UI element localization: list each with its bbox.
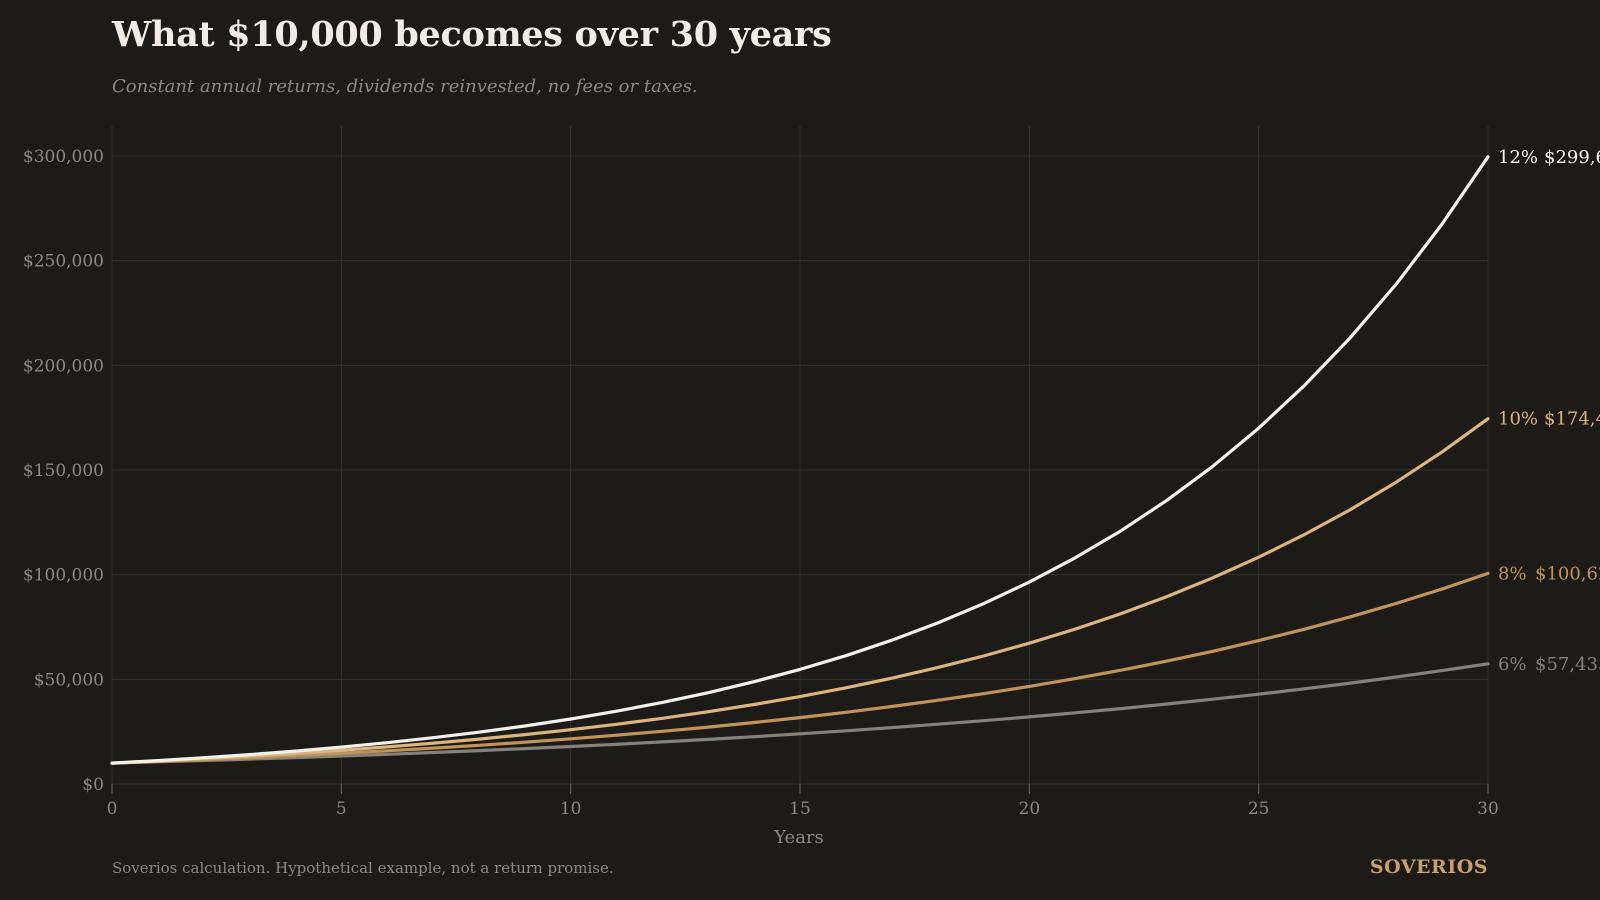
brand-logo: SOVERIOS [1369, 856, 1488, 878]
x-tick-label: 10 [560, 799, 582, 819]
series-end-value-label: $57,435 [1535, 654, 1600, 675]
y-tick-label: $100,000 [23, 566, 104, 586]
series-rate-label: 6% [1498, 654, 1527, 675]
y-tick-label: $250,000 [23, 252, 104, 272]
y-tick-label: $0 [82, 775, 104, 795]
end-label-8pct: 8% $100,627 [1498, 563, 1600, 584]
x-tick-label: 20 [1019, 799, 1041, 819]
y-tick-label: $150,000 [23, 461, 104, 481]
series-end-value-label: $100,627 [1535, 563, 1600, 584]
series-rate-label: 8% [1498, 563, 1527, 584]
end-label-10pct: 10% $174,494 [1498, 409, 1600, 430]
chart-title: What $10,000 becomes over 30 years [112, 14, 832, 55]
series-line-12pct [110, 155, 1490, 765]
grid-lines [111, 126, 1489, 785]
end-label-6pct: 6% $57,435 [1498, 654, 1600, 675]
x-tick-label: 15 [789, 799, 811, 819]
y-tick-label: $300,000 [23, 147, 104, 167]
end-label-12pct: 12% $299,600 [1498, 147, 1600, 168]
y-tick-label: $50,000 [34, 670, 104, 690]
series-end-labels: 6% $57,435 8% $100,627 10% $174,494 12% $299,60… [1498, 147, 1600, 675]
series-line-10pct [110, 417, 1490, 765]
chart-subtitle: Constant annual returns, dividends reinv… [112, 76, 698, 97]
series-line-6pct [110, 662, 1490, 765]
y-axis-ticks: $0 $50,000 $100,000 $150,000 $200,000 $250,00… [23, 147, 104, 795]
x-tick-label: 25 [1248, 799, 1270, 819]
x-tick-label: 5 [336, 799, 347, 819]
series-end-value-label: $299,600 [1544, 147, 1600, 168]
series-end-value-label: $174,494 [1544, 409, 1600, 430]
series-rate-label: 10% [1498, 409, 1538, 430]
series-lines [110, 155, 1490, 765]
footnote: Soverios calculation. Hypothetical examp… [112, 859, 614, 877]
x-tick-label: 30 [1477, 799, 1499, 819]
series-rate-label: 12% [1498, 147, 1538, 168]
x-axis-title: Years [773, 827, 824, 848]
series-line-8pct [110, 571, 1490, 765]
y-tick-label: $200,000 [23, 356, 104, 376]
x-axis-ticks: 0 5 10 15 20 25 30 [107, 784, 1499, 819]
x-tick-label: 0 [107, 799, 118, 819]
